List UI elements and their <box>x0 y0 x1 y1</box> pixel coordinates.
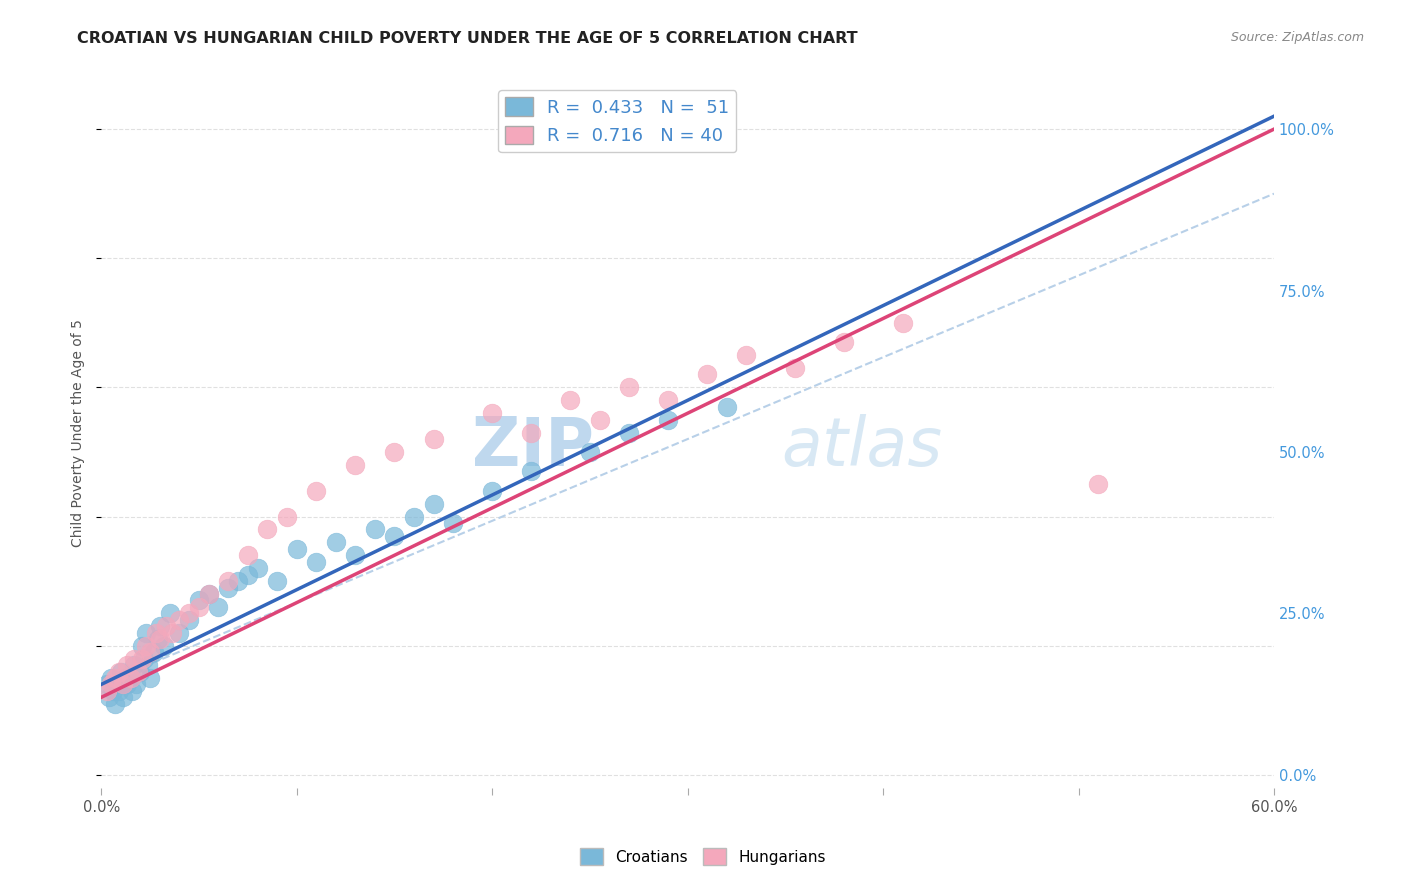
Point <box>187 593 209 607</box>
Point <box>716 400 738 414</box>
Point <box>735 348 758 362</box>
Point <box>134 651 156 665</box>
Point <box>120 671 142 685</box>
Point <box>179 613 201 627</box>
Point <box>402 509 425 524</box>
Point <box>131 639 153 653</box>
Point <box>236 549 259 563</box>
Point <box>139 671 162 685</box>
Point <box>520 464 543 478</box>
Point <box>124 651 146 665</box>
Text: CROATIAN VS HUNGARIAN CHILD POVERTY UNDER THE AGE OF 5 CORRELATION CHART: CROATIAN VS HUNGARIAN CHILD POVERTY UNDE… <box>77 31 858 46</box>
Point <box>160 625 183 640</box>
Point <box>891 316 914 330</box>
Point <box>146 632 169 647</box>
Y-axis label: Child Poverty Under the Age of 5: Child Poverty Under the Age of 5 <box>72 318 86 547</box>
Point <box>145 625 167 640</box>
Point <box>325 535 347 549</box>
Point <box>124 658 146 673</box>
Point <box>285 541 308 556</box>
Point <box>588 412 610 426</box>
Point <box>344 549 367 563</box>
Point <box>104 697 127 711</box>
Point <box>115 658 138 673</box>
Point <box>115 677 138 691</box>
Point <box>149 632 172 647</box>
Point <box>217 574 239 588</box>
Point <box>617 380 640 394</box>
Point <box>696 368 718 382</box>
Point <box>520 425 543 440</box>
Point <box>422 432 444 446</box>
Point <box>305 555 328 569</box>
Point <box>135 639 157 653</box>
Point <box>169 613 191 627</box>
Point <box>129 665 152 679</box>
Point <box>481 483 503 498</box>
Point <box>120 671 142 685</box>
Point <box>832 335 855 350</box>
Point <box>364 523 387 537</box>
Text: Source: ZipAtlas.com: Source: ZipAtlas.com <box>1230 31 1364 45</box>
Point <box>100 677 122 691</box>
Point <box>111 677 134 691</box>
Point <box>131 651 153 665</box>
Point <box>657 412 679 426</box>
Point <box>617 425 640 440</box>
Point <box>96 684 118 698</box>
Point <box>107 665 129 679</box>
Point <box>217 581 239 595</box>
Point <box>169 625 191 640</box>
Point <box>441 516 464 530</box>
Point <box>155 619 177 633</box>
Point <box>785 361 807 376</box>
Point <box>207 599 229 614</box>
Point <box>179 607 201 621</box>
Point <box>96 677 118 691</box>
Point <box>159 607 181 621</box>
Point <box>110 665 132 679</box>
Point <box>135 625 157 640</box>
Point <box>422 497 444 511</box>
Point <box>579 445 602 459</box>
Point <box>481 406 503 420</box>
Point <box>560 393 582 408</box>
Point <box>152 639 174 653</box>
Point <box>136 658 159 673</box>
Text: ZIP: ZIP <box>472 414 593 480</box>
Text: atlas: atlas <box>782 414 942 480</box>
Point <box>197 587 219 601</box>
Point <box>256 523 278 537</box>
Point <box>187 599 209 614</box>
Point <box>197 587 219 601</box>
Point <box>105 677 128 691</box>
Point <box>657 393 679 408</box>
Point <box>236 567 259 582</box>
Point <box>149 619 172 633</box>
Point <box>344 458 367 472</box>
Point <box>226 574 249 588</box>
Point <box>127 665 149 679</box>
Point <box>114 671 136 685</box>
Point <box>101 684 124 698</box>
Legend: R =  0.433   N =  51, R =  0.716   N = 40: R = 0.433 N = 51, R = 0.716 N = 40 <box>498 90 737 153</box>
Point <box>100 671 122 685</box>
Point <box>1087 477 1109 491</box>
Point <box>276 509 298 524</box>
Point <box>121 684 143 698</box>
Point <box>266 574 288 588</box>
Point <box>384 445 406 459</box>
Point <box>143 645 166 659</box>
Point <box>111 690 134 705</box>
Point <box>98 690 121 705</box>
Point <box>246 561 269 575</box>
Point <box>384 529 406 543</box>
Point <box>125 677 148 691</box>
Point <box>305 483 328 498</box>
Point <box>107 684 129 698</box>
Point <box>139 645 162 659</box>
Legend: Croatians, Hungarians: Croatians, Hungarians <box>574 842 832 871</box>
Point <box>104 671 127 685</box>
